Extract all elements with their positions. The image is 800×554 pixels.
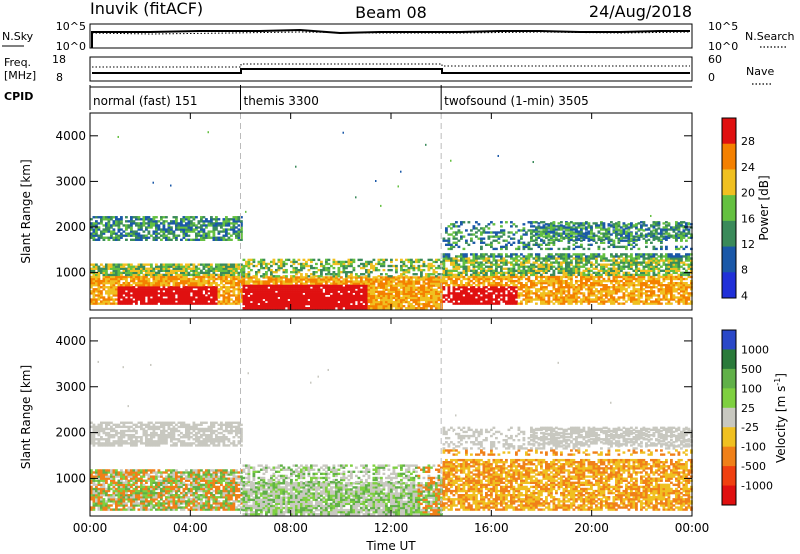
power-colorbar-tick-5: 24 xyxy=(741,161,755,174)
velocity-colorbar-tick-1: 500 xyxy=(741,363,762,376)
y-tick-velocity-panel-3: 4000 xyxy=(55,334,86,348)
freq-right-tick-top: 60 xyxy=(708,53,722,66)
power-colorbar-tick-2: 12 xyxy=(741,238,755,251)
velocity-colorbar-tick-6: -500 xyxy=(741,460,766,473)
y-axis-label-power-panel: Slant Range [km] xyxy=(19,159,33,263)
power-colorbar-tick-0: 4 xyxy=(741,289,748,302)
y-tick-velocity-panel-1: 2000 xyxy=(55,426,86,440)
beam-title: Beam 08 xyxy=(355,3,427,22)
y-tick-power-panel-2: 3000 xyxy=(55,174,86,188)
cpid-row: normal (fast) 151 themis 3300 twofsound (1… xyxy=(89,85,692,110)
x-tick-label-1: 04:00 xyxy=(173,521,208,535)
freq-right-tick-bottom: 0 xyxy=(708,71,715,84)
cpid-segment-2: twofsound (1-min) 3505 xyxy=(444,94,589,108)
x-tick-label-0: 00:00 xyxy=(73,521,108,535)
cpid-segment-1: themis 3300 xyxy=(244,94,319,108)
nave-label: Nave xyxy=(746,65,774,78)
power-panel-cells xyxy=(90,131,693,310)
noise-search-trace xyxy=(91,31,691,35)
station-title: Inuvik (fitACF) xyxy=(90,0,203,18)
x-tick-label-4: 16:00 xyxy=(474,521,509,535)
velocity-colorbar-tick-0: 1000 xyxy=(741,343,769,356)
power-colorbar-label: Power [dB] xyxy=(757,175,771,240)
noise-panel: N.Sky 10^5 10^0 10^5 10^0 N.Search xyxy=(2,20,795,53)
freq-left-tick-top: 18 xyxy=(52,53,66,66)
x-tick-label-5: 20:00 xyxy=(574,521,609,535)
y-tick-velocity-panel-0: 1000 xyxy=(55,471,86,485)
cpid-segment-0: normal (fast) 151 xyxy=(93,94,197,108)
x-tick-label-6: 00:00 xyxy=(675,521,710,535)
cpid-label: CPID xyxy=(4,90,33,103)
freq-trace xyxy=(92,68,690,74)
power-colorbar-tick-3: 16 xyxy=(741,212,755,225)
freq-label-line1: Freq. xyxy=(4,56,31,69)
power-colorbar: 28 24 20 16 12 8 4 Power [dB] xyxy=(721,117,771,302)
noise-left-tick-bottom: 10^0 xyxy=(56,40,86,53)
velocity-colorbar-tick-5: -100 xyxy=(741,441,766,454)
noise-search-label: N.Search xyxy=(745,30,795,43)
noise-sky-label: N.Sky xyxy=(2,30,34,43)
velocity-colorbar-tick-7: -1000 xyxy=(741,480,773,493)
power-panel: 1000 2000 3000 4000 Slant Range [km] xyxy=(19,112,693,311)
noise-left-tick-top: 10^5 xyxy=(56,20,86,33)
y-tick-power-panel-0: 1000 xyxy=(55,266,86,280)
noise-right-tick-top: 10^5 xyxy=(708,20,738,33)
noise-right-tick-bottom: 10^0 xyxy=(708,40,738,53)
x-tick-label-3: 12:00 xyxy=(374,521,409,535)
noise-sky-trace xyxy=(91,28,690,48)
velocity-colorbar-tick-4: -25 xyxy=(741,421,759,434)
y-tick-power-panel-3: 4000 xyxy=(55,129,86,143)
y-tick-velocity-panel-2: 3000 xyxy=(55,380,86,394)
velocity-colorbar: 1000 500 100 25 -25 -100 -500 -1000 Velocity [m … xyxy=(721,329,788,506)
velocity-panel-cells xyxy=(90,360,693,516)
freq-left-tick-bottom: 8 xyxy=(56,71,63,84)
time-axis-label: Time UT xyxy=(365,539,416,553)
freq-panel: Freq. [MHz] 18 8 60 0 Nave xyxy=(4,53,774,85)
x-tick-label-2: 08:00 xyxy=(273,521,308,535)
y-tick-power-panel-1: 2000 xyxy=(55,220,86,234)
velocity-panel: 1000 2000 3000 4000 Slant Range [km] 00:00 04:… xyxy=(19,317,710,535)
nave-trace xyxy=(92,63,690,68)
y-axis-label-velocity-panel: Slant Range [km] xyxy=(19,365,33,469)
date-title: 24/Aug/2018 xyxy=(589,2,692,21)
power-colorbar-tick-1: 8 xyxy=(741,264,748,277)
velocity-colorbar-tick-2: 100 xyxy=(741,382,762,395)
velocity-colorbar-tick-3: 25 xyxy=(741,402,755,415)
freq-label-line2: [MHz] xyxy=(4,69,36,82)
power-colorbar-tick-6: 28 xyxy=(741,135,755,148)
velocity-colorbar-label: Velocity [m s-1] xyxy=(773,373,788,463)
power-colorbar-tick-4: 20 xyxy=(741,187,755,200)
